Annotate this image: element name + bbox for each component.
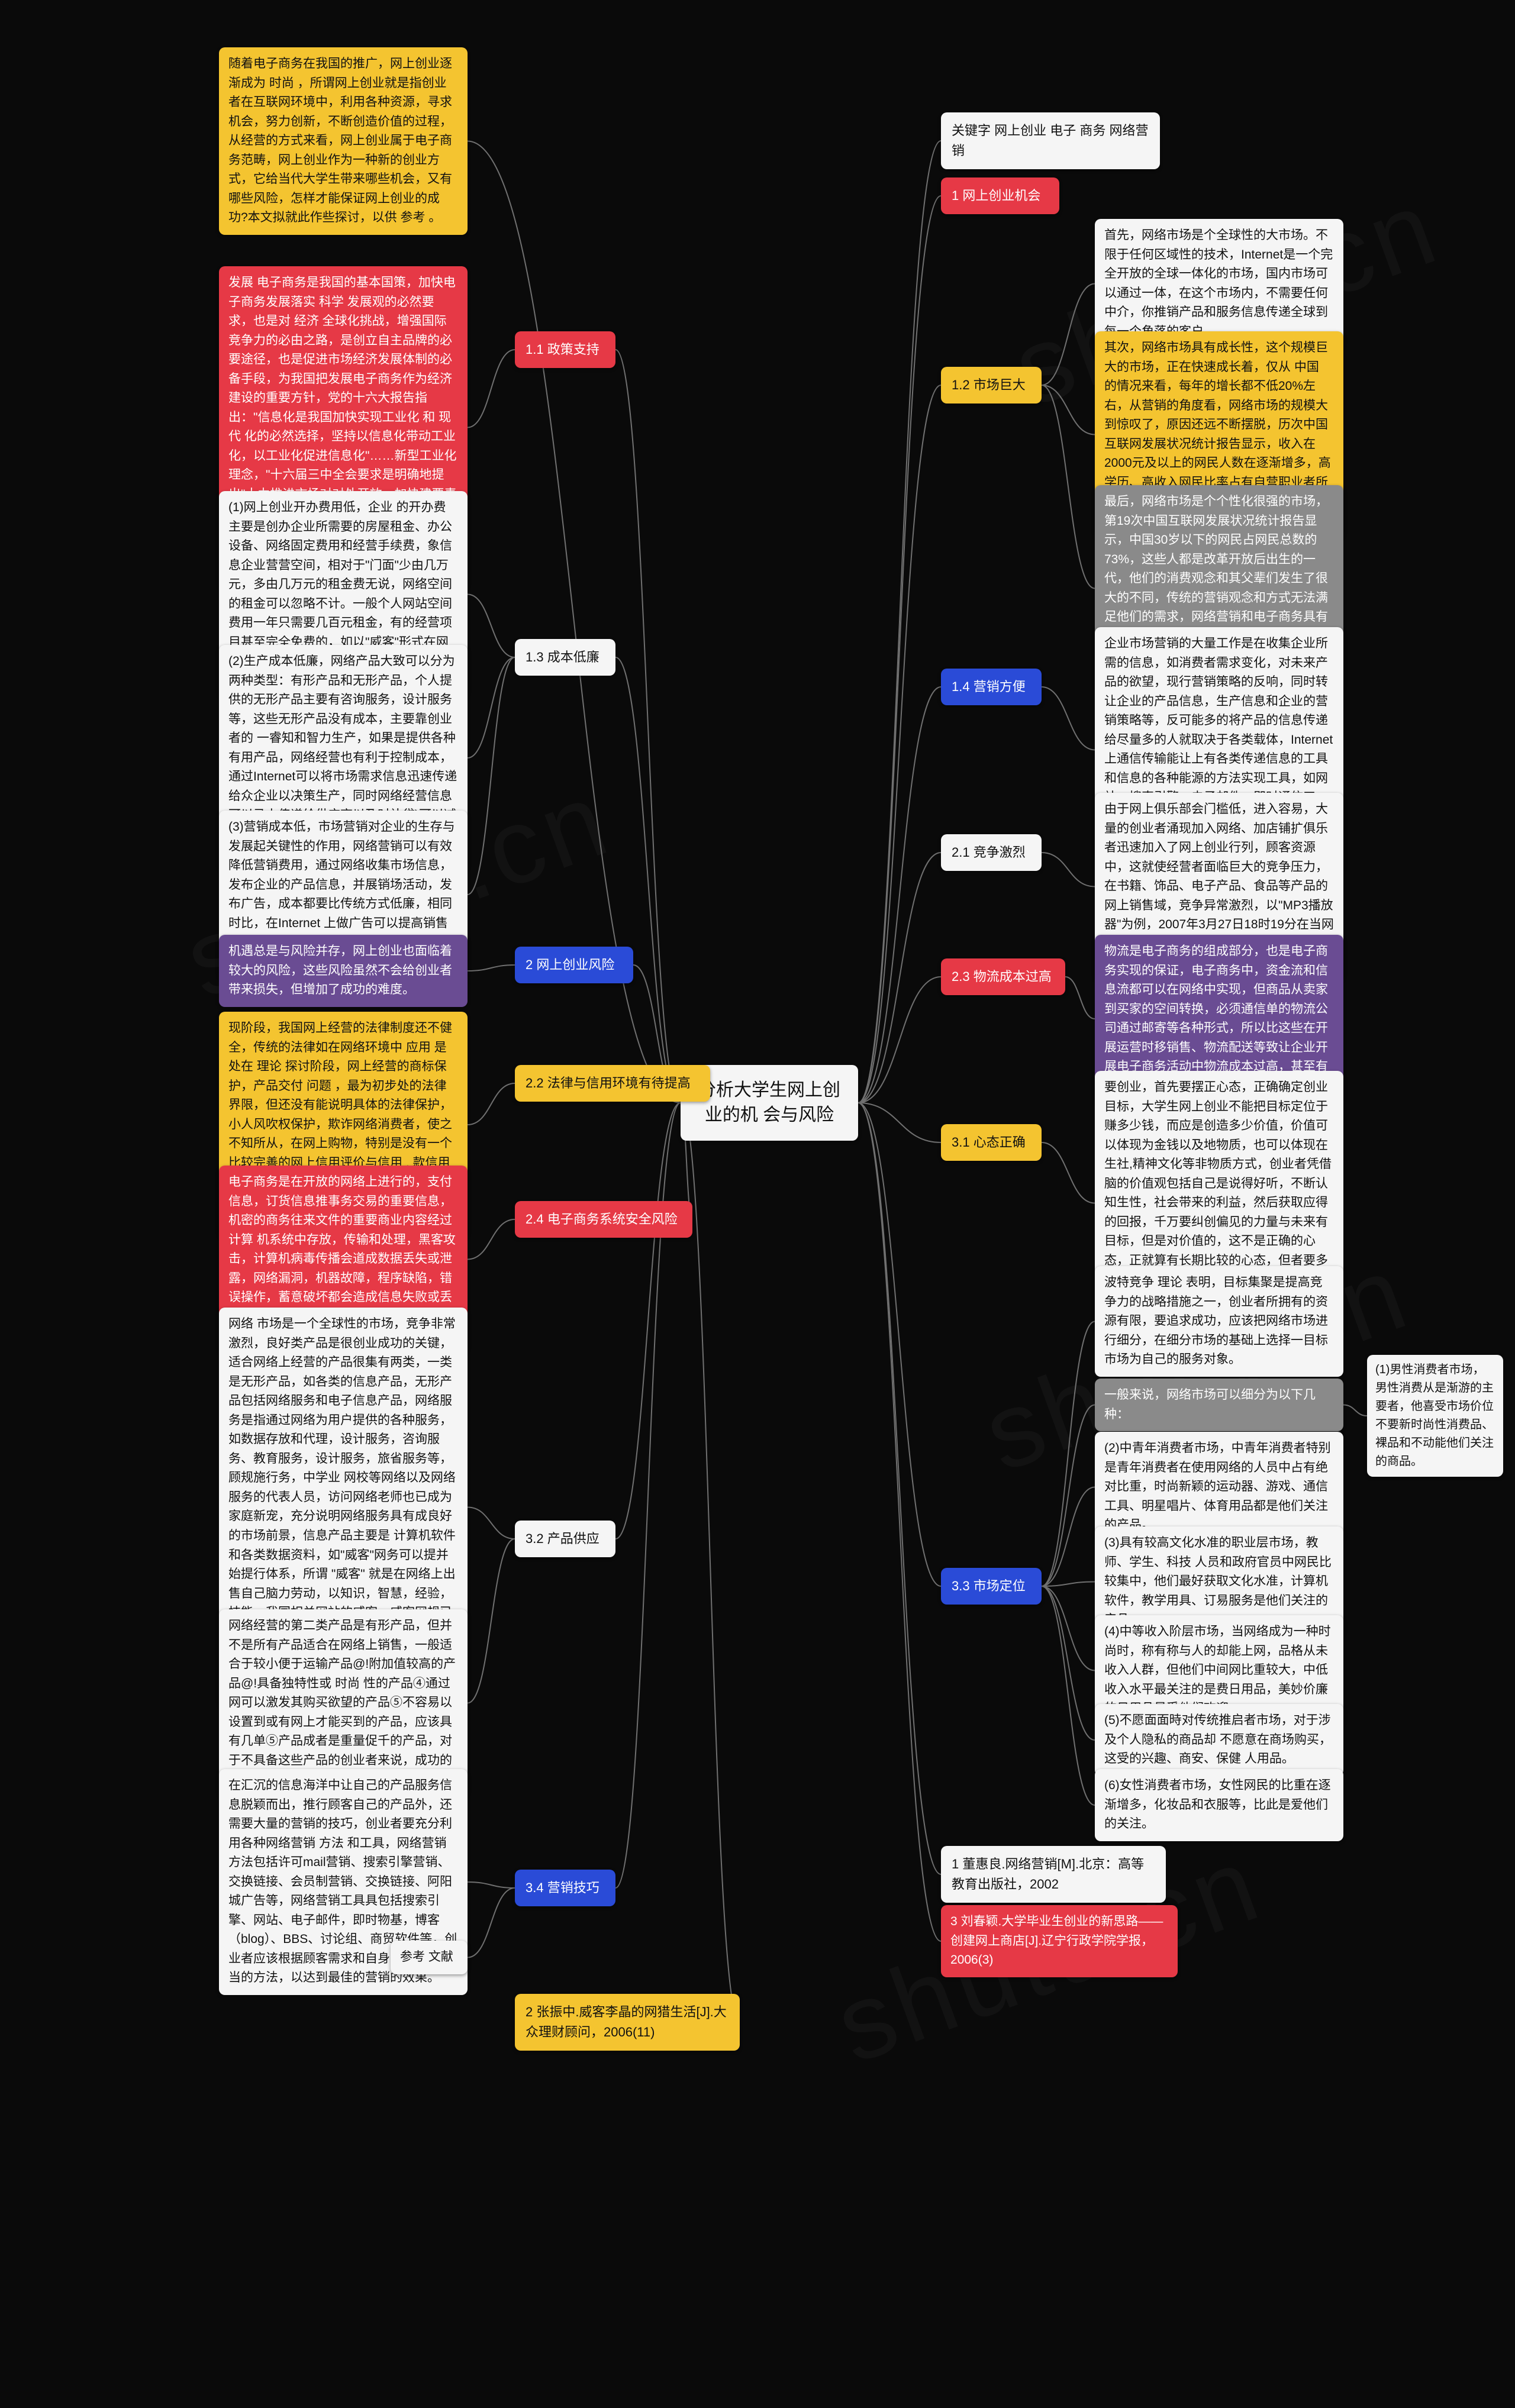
mindmap-node: (1)男性消费者市场，男性消费从是渐游的主要者，他喜受市场价位不要新时尚性消费品…: [1367, 1355, 1503, 1477]
mindmap-node: 首先，网络市场是个全球性的大市场。不限于任何区域性的技术，Internet是一个…: [1095, 219, 1343, 348]
mindmap-node: 3.4 营销技巧: [515, 1870, 615, 1906]
mindmap-node: 关键字 网上创业 电子 商务 网络营 销: [941, 112, 1160, 169]
mindmap-node: (2)中青年消费者市场，中青年消费者特别是青年消费者在使用网络的人员中占有绝对比…: [1095, 1432, 1343, 1542]
mindmap-node: 1.4 营销方便: [941, 669, 1042, 705]
mindmap-node: 2.2 法律与信用环境有待提高: [515, 1065, 710, 1102]
mindmap-node: 机遇总是与风险并存，网上创业也面临着较大的风险，这些风险虽然不会给创业者带来损失…: [219, 935, 468, 1007]
mindmap-node: 参考 文献: [391, 1941, 468, 1974]
mindmap-node: 2.3 物流成本过高: [941, 958, 1065, 995]
mindmap-node: 一般来说，网络市场可以细分为以下几种：: [1095, 1379, 1343, 1431]
mindmap-node: 2.1 竞争激烈: [941, 834, 1042, 871]
mindmap-node: 3.3 市场定位: [941, 1568, 1042, 1605]
mindmap-node: 3.1 心态正确: [941, 1124, 1042, 1161]
mindmap-node: 2.4 电子商务系统安全风险: [515, 1201, 692, 1238]
mindmap-node: (5)不愿面面時对传统推启者市场，对于涉及个人隐私的商品却 不愿意在商场购买，这…: [1095, 1704, 1343, 1776]
mindmap-node: 3 刘春颖.大学毕业生创业的新思路——创建网上商店[J].辽宁行政学院学报，20…: [941, 1905, 1178, 1977]
mindmap-node: 1.2 市场巨大: [941, 367, 1042, 404]
mindmap-node: (6)女性消费者市场，女性网民的比重在逐渐增多，化妆品和衣服等，比此是爱他们的关…: [1095, 1769, 1343, 1841]
mindmap-node: 1 网上创业机会: [941, 177, 1059, 214]
mindmap-node: 2 张振中.威客李晶的网猎生活[J].大 众理财顾问，2006(11): [515, 1994, 740, 2051]
mindmap-node: 1 董惠良.网络营销[M].北京：高等 教育出版社，2002: [941, 1846, 1166, 1903]
mindmap-node: 2 网上创业风险: [515, 947, 633, 983]
mindmap-node: 3.2 产品供应: [515, 1521, 615, 1557]
mindmap-node: 波特竞争 理论 表明，目标集聚是提高竞争力的战略措施之一，创业者所拥有的资源有限…: [1095, 1266, 1343, 1377]
mindmap-node: 1.3 成本低廉: [515, 639, 615, 676]
mindmap-node: 1.1 政策支持: [515, 331, 615, 368]
mindmap-node: 随着电子商务在我国的推广，网上创业逐渐成为 时尚 ，所谓网上创业就是指创业者在互…: [219, 47, 468, 235]
